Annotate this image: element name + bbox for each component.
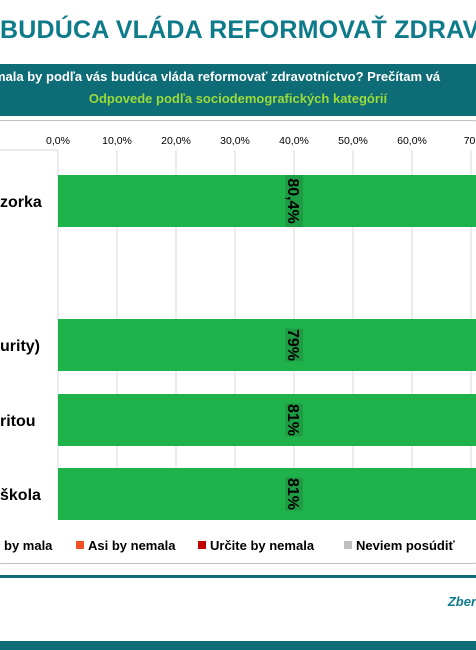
legend-swatch — [76, 541, 84, 549]
x-tick-label: 10,0% — [102, 135, 132, 147]
category-label: zorka — [0, 194, 42, 211]
footer-source: Zber — [447, 594, 476, 609]
title-band: BUDÚCA VLÁDA REFORMOVAŤ ZDRAVOT — [0, 0, 476, 67]
legend-label: Neviem posúdiť — [356, 538, 455, 553]
data-label-group: 79% — [284, 328, 303, 362]
category-label: škola — [0, 487, 41, 504]
legend-swatch — [344, 541, 352, 549]
x-tick-label: 20,0% — [161, 135, 191, 147]
data-label: 79% — [284, 329, 301, 361]
survey-question: mala by podľa vás budúca vláda reformova… — [0, 69, 441, 84]
data-label: 81% — [284, 404, 301, 436]
data-label-bg — [285, 477, 303, 511]
bar — [58, 468, 476, 520]
legend-item-urcite-by-nemala: Určite by nemala — [198, 538, 314, 553]
category-label: ritou — [0, 413, 36, 430]
data-label-group: 80,4% — [284, 175, 303, 227]
legend-label: Určite by nemala — [210, 538, 315, 553]
data-label-group: 81% — [284, 403, 303, 437]
x-tick-label: 40,0% — [279, 135, 309, 147]
bar — [58, 319, 476, 371]
bar — [58, 394, 476, 446]
data-label-group: 81% — [284, 477, 303, 511]
legend-label: Asi by nemala — [88, 538, 176, 553]
legend-label: by mala — [4, 538, 53, 553]
bar-chart: 0,0% 10,0% 20,0% 30,0% 40,0% 50,0% 60,0% 70, zor… — [0, 135, 476, 520]
legend-item-neviem-posudit: Neviem posúdiť — [344, 538, 455, 553]
x-tick-label: 60,0% — [397, 135, 427, 147]
x-tick-label: 70, — [464, 135, 476, 147]
x-tick-label: 30,0% — [220, 135, 250, 147]
footer-divider — [0, 575, 476, 578]
bottom-band — [0, 641, 476, 650]
data-label: 81% — [284, 478, 301, 510]
x-tick-label: 0,0% — [46, 135, 70, 147]
legend-item-by-mala: by mala — [4, 538, 52, 553]
x-tick-label: 50,0% — [338, 135, 368, 147]
question-band: mala by podľa vás budúca vláda reformova… — [0, 64, 476, 116]
data-label: 80,4% — [284, 178, 301, 223]
data-label-bg — [285, 328, 303, 362]
slide-title: BUDÚCA VLÁDA REFORMOVAŤ ZDRAVOT — [0, 16, 476, 44]
category-label: urity) — [0, 338, 40, 355]
legend-swatch — [198, 541, 206, 549]
legend-item-asi-by-nemala: Asi by nemala — [76, 538, 175, 553]
data-label-bg — [285, 175, 303, 227]
bar — [58, 175, 476, 227]
chart-subtitle: Odpovede podľa sociodemografických kateg… — [88, 91, 388, 106]
data-label-bg — [285, 403, 303, 437]
